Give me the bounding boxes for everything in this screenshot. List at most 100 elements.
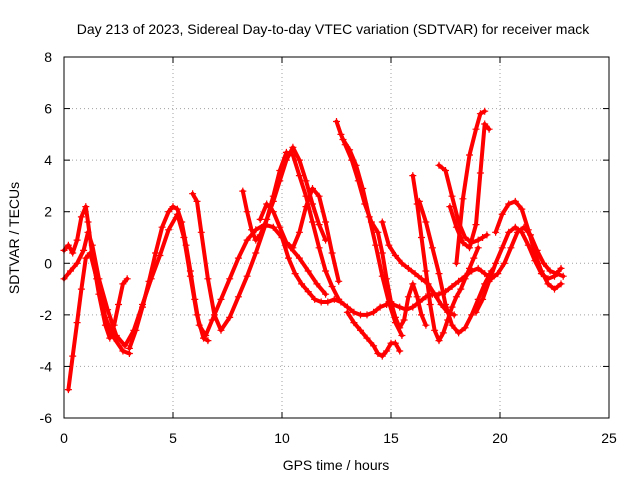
series-arc-17	[452, 107, 489, 267]
data-point	[505, 228, 513, 236]
data-point	[494, 270, 502, 278]
plot-frame	[63, 56, 610, 419]
data-point	[422, 218, 430, 226]
data-point	[73, 236, 81, 244]
data-point	[239, 187, 247, 195]
data-point	[452, 259, 460, 267]
data-point	[448, 303, 456, 311]
y-tick-label: 4	[44, 152, 52, 168]
data-point	[82, 203, 90, 211]
data-point	[315, 244, 323, 252]
data-point	[551, 272, 558, 280]
data-point	[455, 329, 463, 337]
data-point	[195, 321, 203, 329]
data-point	[378, 272, 386, 280]
data-point	[472, 221, 480, 229]
series-line	[417, 199, 494, 335]
data-point	[365, 213, 373, 221]
data-point	[252, 249, 260, 257]
x-tick-label: 0	[60, 430, 68, 446]
data-point	[431, 326, 439, 334]
data-point	[234, 254, 242, 262]
data-point	[204, 275, 212, 283]
data-point	[524, 226, 532, 234]
data-point	[315, 221, 323, 229]
data-point	[531, 249, 539, 257]
data-point	[476, 110, 484, 118]
data-point	[295, 156, 303, 164]
data-point	[485, 125, 493, 133]
x-tick-label: 5	[169, 430, 177, 446]
data-point	[73, 259, 81, 267]
data-point	[95, 290, 103, 298]
data-point	[217, 295, 225, 303]
data-point	[77, 285, 85, 293]
data-point	[546, 267, 554, 275]
data-point	[80, 246, 88, 254]
data-point	[537, 267, 545, 275]
data-point	[337, 298, 345, 306]
series-arc-11	[343, 308, 404, 360]
data-point	[483, 231, 491, 239]
data-point	[125, 344, 133, 352]
data-point	[557, 264, 565, 272]
data-point	[372, 241, 380, 249]
series-arc-12	[378, 218, 458, 319]
data-point	[350, 308, 358, 316]
data-point	[302, 177, 310, 185]
data-point	[359, 185, 367, 192]
y-tick-label: -6	[40, 410, 53, 426]
data-point	[448, 192, 456, 200]
data-point	[309, 218, 316, 226]
data-point	[333, 118, 340, 125]
data-point	[169, 203, 177, 211]
series-line	[341, 137, 404, 338]
data-point	[197, 228, 205, 236]
data-point	[311, 295, 319, 303]
data-point	[189, 190, 197, 198]
data-point	[485, 277, 493, 285]
data-point	[119, 280, 127, 288]
data-point	[398, 259, 406, 267]
series-line	[380, 220, 457, 317]
y-tick-label: 2	[44, 204, 52, 220]
data-point	[450, 311, 458, 319]
data-point	[505, 200, 513, 208]
data-point	[391, 252, 399, 259]
data-point	[152, 249, 160, 257]
data-series	[60, 107, 567, 394]
data-point	[121, 342, 129, 350]
data-point	[468, 311, 476, 319]
data-point	[404, 293, 412, 301]
data-point	[317, 298, 325, 306]
data-point	[409, 303, 417, 311]
data-point	[217, 326, 225, 334]
data-point	[204, 337, 212, 345]
data-point	[324, 298, 332, 306]
data-point	[511, 197, 519, 205]
data-point	[374, 350, 382, 357]
data-point	[459, 195, 467, 203]
x-axis-label: GPS time / hours	[283, 457, 390, 473]
data-point	[418, 311, 425, 319]
data-point	[243, 208, 251, 216]
data-point	[461, 275, 469, 283]
data-point	[507, 244, 515, 252]
data-point	[276, 177, 284, 185]
data-point	[435, 161, 443, 169]
x-tick-label: 20	[492, 430, 508, 446]
data-point	[315, 192, 323, 200]
data-point	[400, 316, 408, 324]
data-point	[263, 200, 271, 208]
data-point	[69, 249, 77, 257]
data-point	[448, 321, 456, 329]
data-point	[422, 321, 430, 329]
data-point	[313, 280, 321, 288]
data-point	[291, 270, 299, 278]
data-point	[158, 223, 166, 231]
data-point	[156, 252, 164, 259]
data-point	[234, 293, 242, 301]
series-arc-19	[492, 197, 565, 293]
data-point	[278, 234, 286, 241]
